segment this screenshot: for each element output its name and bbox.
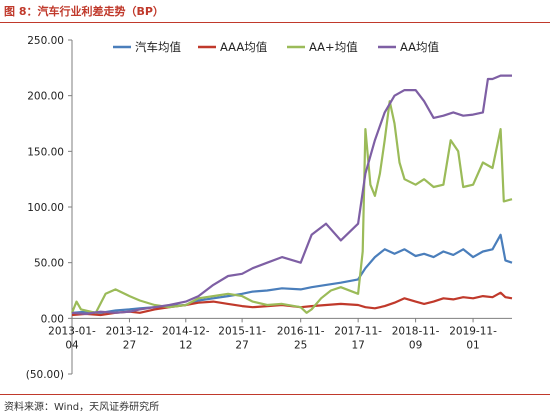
- legend-label: 汽车均值: [135, 40, 181, 54]
- x-tick-label: 2017-11-: [334, 325, 382, 337]
- title-divider: [0, 22, 550, 23]
- y-tick-label: 250.00: [27, 35, 64, 47]
- x-tick-label-day: 25: [294, 339, 307, 351]
- source-note: 资料来源：Wind，天风证券研究所: [4, 402, 160, 413]
- x-tick-label: 2019-11-: [449, 325, 497, 337]
- x-tick-label: 2016-11-: [277, 325, 325, 337]
- legend-label: AAA均值: [220, 40, 268, 54]
- x-tick-label-day: 27: [235, 339, 248, 351]
- x-tick-label-day: 09: [409, 339, 422, 351]
- source-divider: [0, 394, 550, 395]
- x-tick-label: 2013-12-: [106, 325, 154, 337]
- legend-label: AA均值: [400, 40, 440, 54]
- series-line-2: [71, 291, 513, 317]
- x-tick-label-day: 04: [65, 339, 79, 351]
- y-tick-label: 200.00: [27, 91, 64, 103]
- y-tick-label: 150.00: [27, 146, 64, 158]
- x-tick-label: 2013-01-: [48, 325, 96, 337]
- x-tick-label: 2018-11-: [392, 325, 440, 337]
- x-tick-label-day: 12: [179, 339, 192, 351]
- y-tick-label: 0.00: [41, 313, 64, 325]
- legend-label: AA+均值: [309, 40, 358, 54]
- x-tick-label: 2015-11-: [218, 325, 266, 337]
- y-tick-label: (50.00): [26, 369, 64, 381]
- series-line-1: [71, 233, 513, 314]
- figure-title: 图 8：汽车行业利差走势（BP）: [4, 5, 164, 18]
- series-line-3: [70, 100, 513, 314]
- series-line-4: [71, 74, 512, 315]
- x-tick-label-day: 17: [351, 339, 364, 351]
- y-tick-label: 50.00: [34, 258, 64, 270]
- y-tick-label: 100.00: [27, 202, 64, 214]
- x-tick-label-day: 01: [466, 339, 479, 351]
- x-tick-label: 2014-12-: [162, 325, 210, 337]
- x-tick-label-day: 27: [123, 339, 136, 351]
